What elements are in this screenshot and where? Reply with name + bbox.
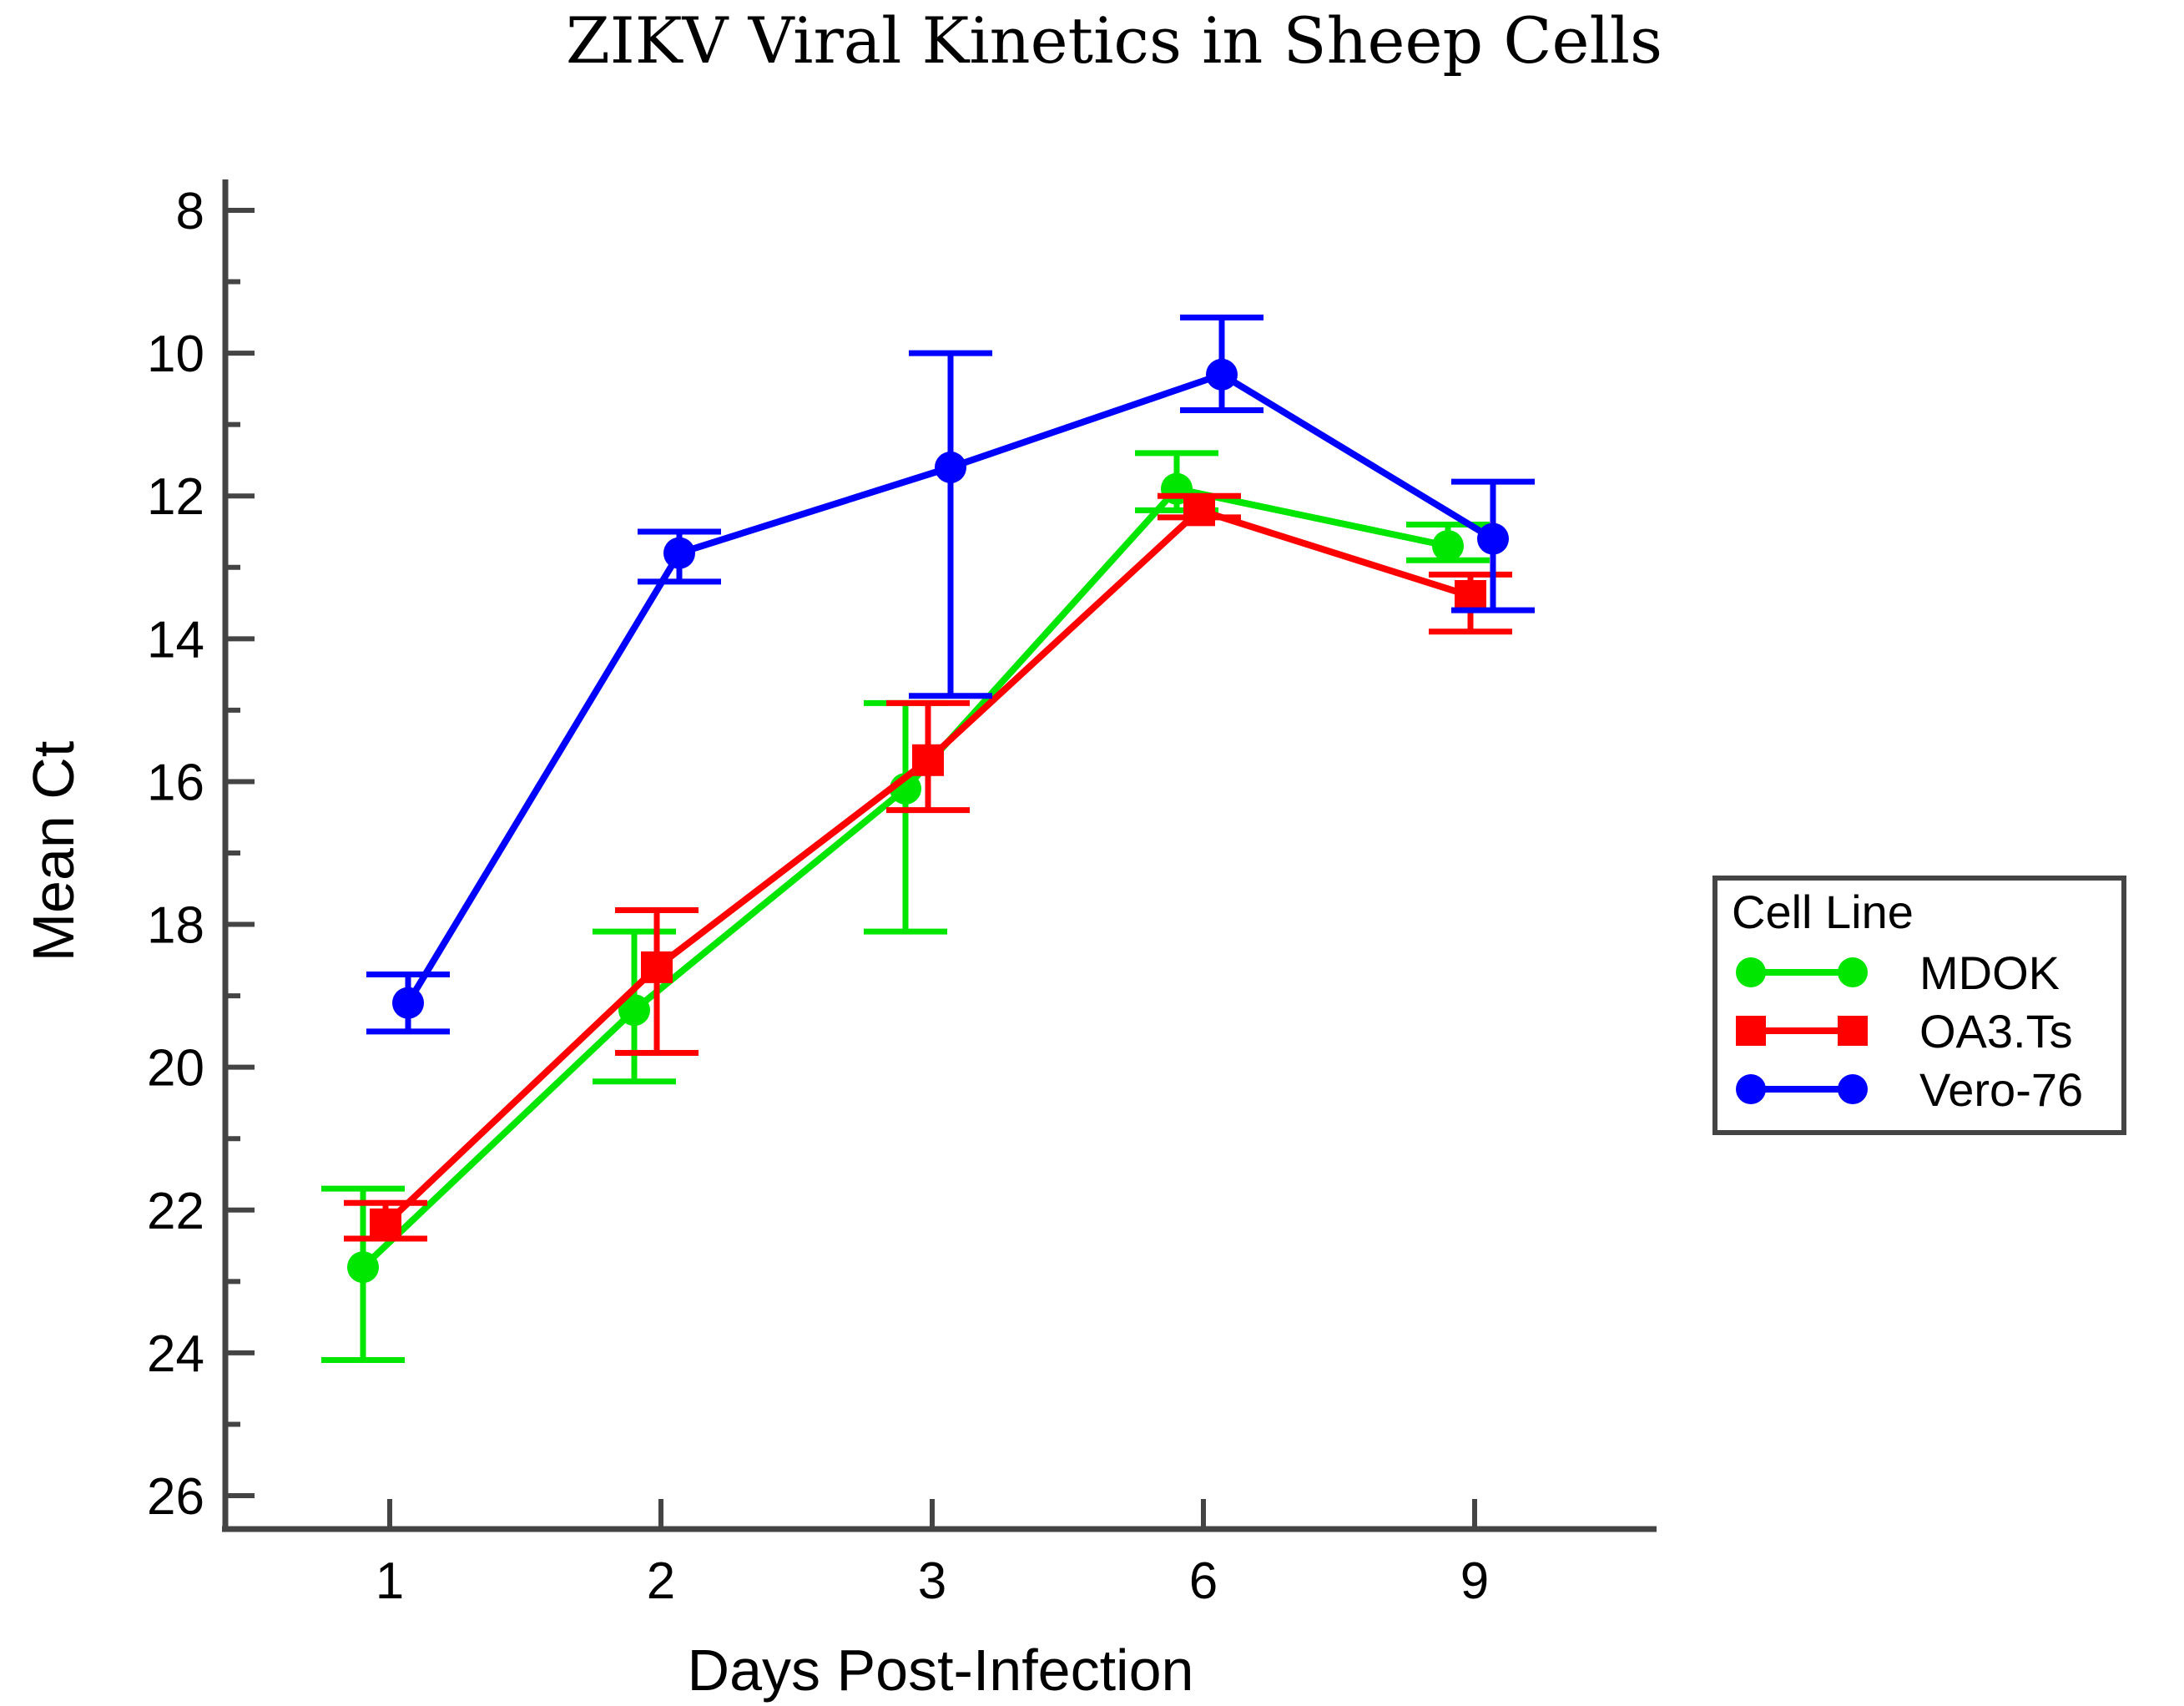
- data-point: [641, 951, 673, 983]
- legend-marker: [1736, 1016, 1766, 1046]
- data-point: [370, 1208, 401, 1240]
- legend-title: Cell Line: [1732, 886, 1914, 938]
- y-tick-label: 12: [147, 468, 204, 526]
- y-axis-label: Mean Ct: [21, 741, 86, 962]
- y-tick-label: 16: [147, 754, 204, 811]
- legend-marker: [1736, 1074, 1766, 1104]
- y-tick-label: 24: [147, 1325, 204, 1383]
- legend-label: MDOK: [1919, 946, 2060, 999]
- y-tick-label: 14: [147, 611, 204, 669]
- data-point: [1183, 494, 1215, 527]
- x-tick-label: 1: [376, 1552, 404, 1610]
- series-mdok: [321, 450, 1490, 1363]
- x-tick-label: 3: [918, 1552, 946, 1610]
- data-point: [618, 994, 650, 1027]
- legend-marker: [1838, 1074, 1868, 1104]
- data-point: [392, 987, 424, 1019]
- legend-marker: [1838, 957, 1868, 987]
- y-tick-label: 26: [147, 1468, 204, 1526]
- series-vero-76: [366, 314, 1535, 1035]
- x-tick-label: 9: [1460, 1552, 1489, 1610]
- data-point: [935, 452, 966, 483]
- data-point: [1206, 358, 1238, 391]
- data-point: [347, 1251, 379, 1284]
- data-point: [1477, 522, 1509, 555]
- legend-label: OA3.Ts: [1919, 1005, 2073, 1057]
- legend-label: Vero-76: [1919, 1063, 2083, 1116]
- legend-marker: [1736, 957, 1766, 987]
- x-tick-label: 6: [1189, 1552, 1218, 1610]
- y-tick-label: 8: [176, 183, 204, 240]
- x-tick-label: 2: [647, 1552, 675, 1610]
- y-tick-label: 18: [147, 897, 204, 955]
- y-tick-label: 20: [147, 1040, 204, 1098]
- plot-area: [321, 314, 1535, 1363]
- y-tick-label: 10: [147, 326, 204, 383]
- legend: Cell Line MDOK OA3.Ts Vero-76: [1712, 876, 2126, 1135]
- data-point: [1432, 530, 1464, 563]
- data-point: [912, 744, 944, 776]
- y-tick-label: 22: [147, 1183, 204, 1240]
- legend-marker: [1838, 1016, 1868, 1046]
- series-oa3-ts: [344, 492, 1512, 1242]
- data-point: [663, 537, 695, 569]
- series-line: [383, 507, 1472, 1227]
- x-axis-label: Days Post-Infection: [688, 1638, 1194, 1703]
- data-point: [1455, 580, 1486, 612]
- chart-title: ZIKV Viral Kinetics in Sheep Cells: [566, 3, 1662, 78]
